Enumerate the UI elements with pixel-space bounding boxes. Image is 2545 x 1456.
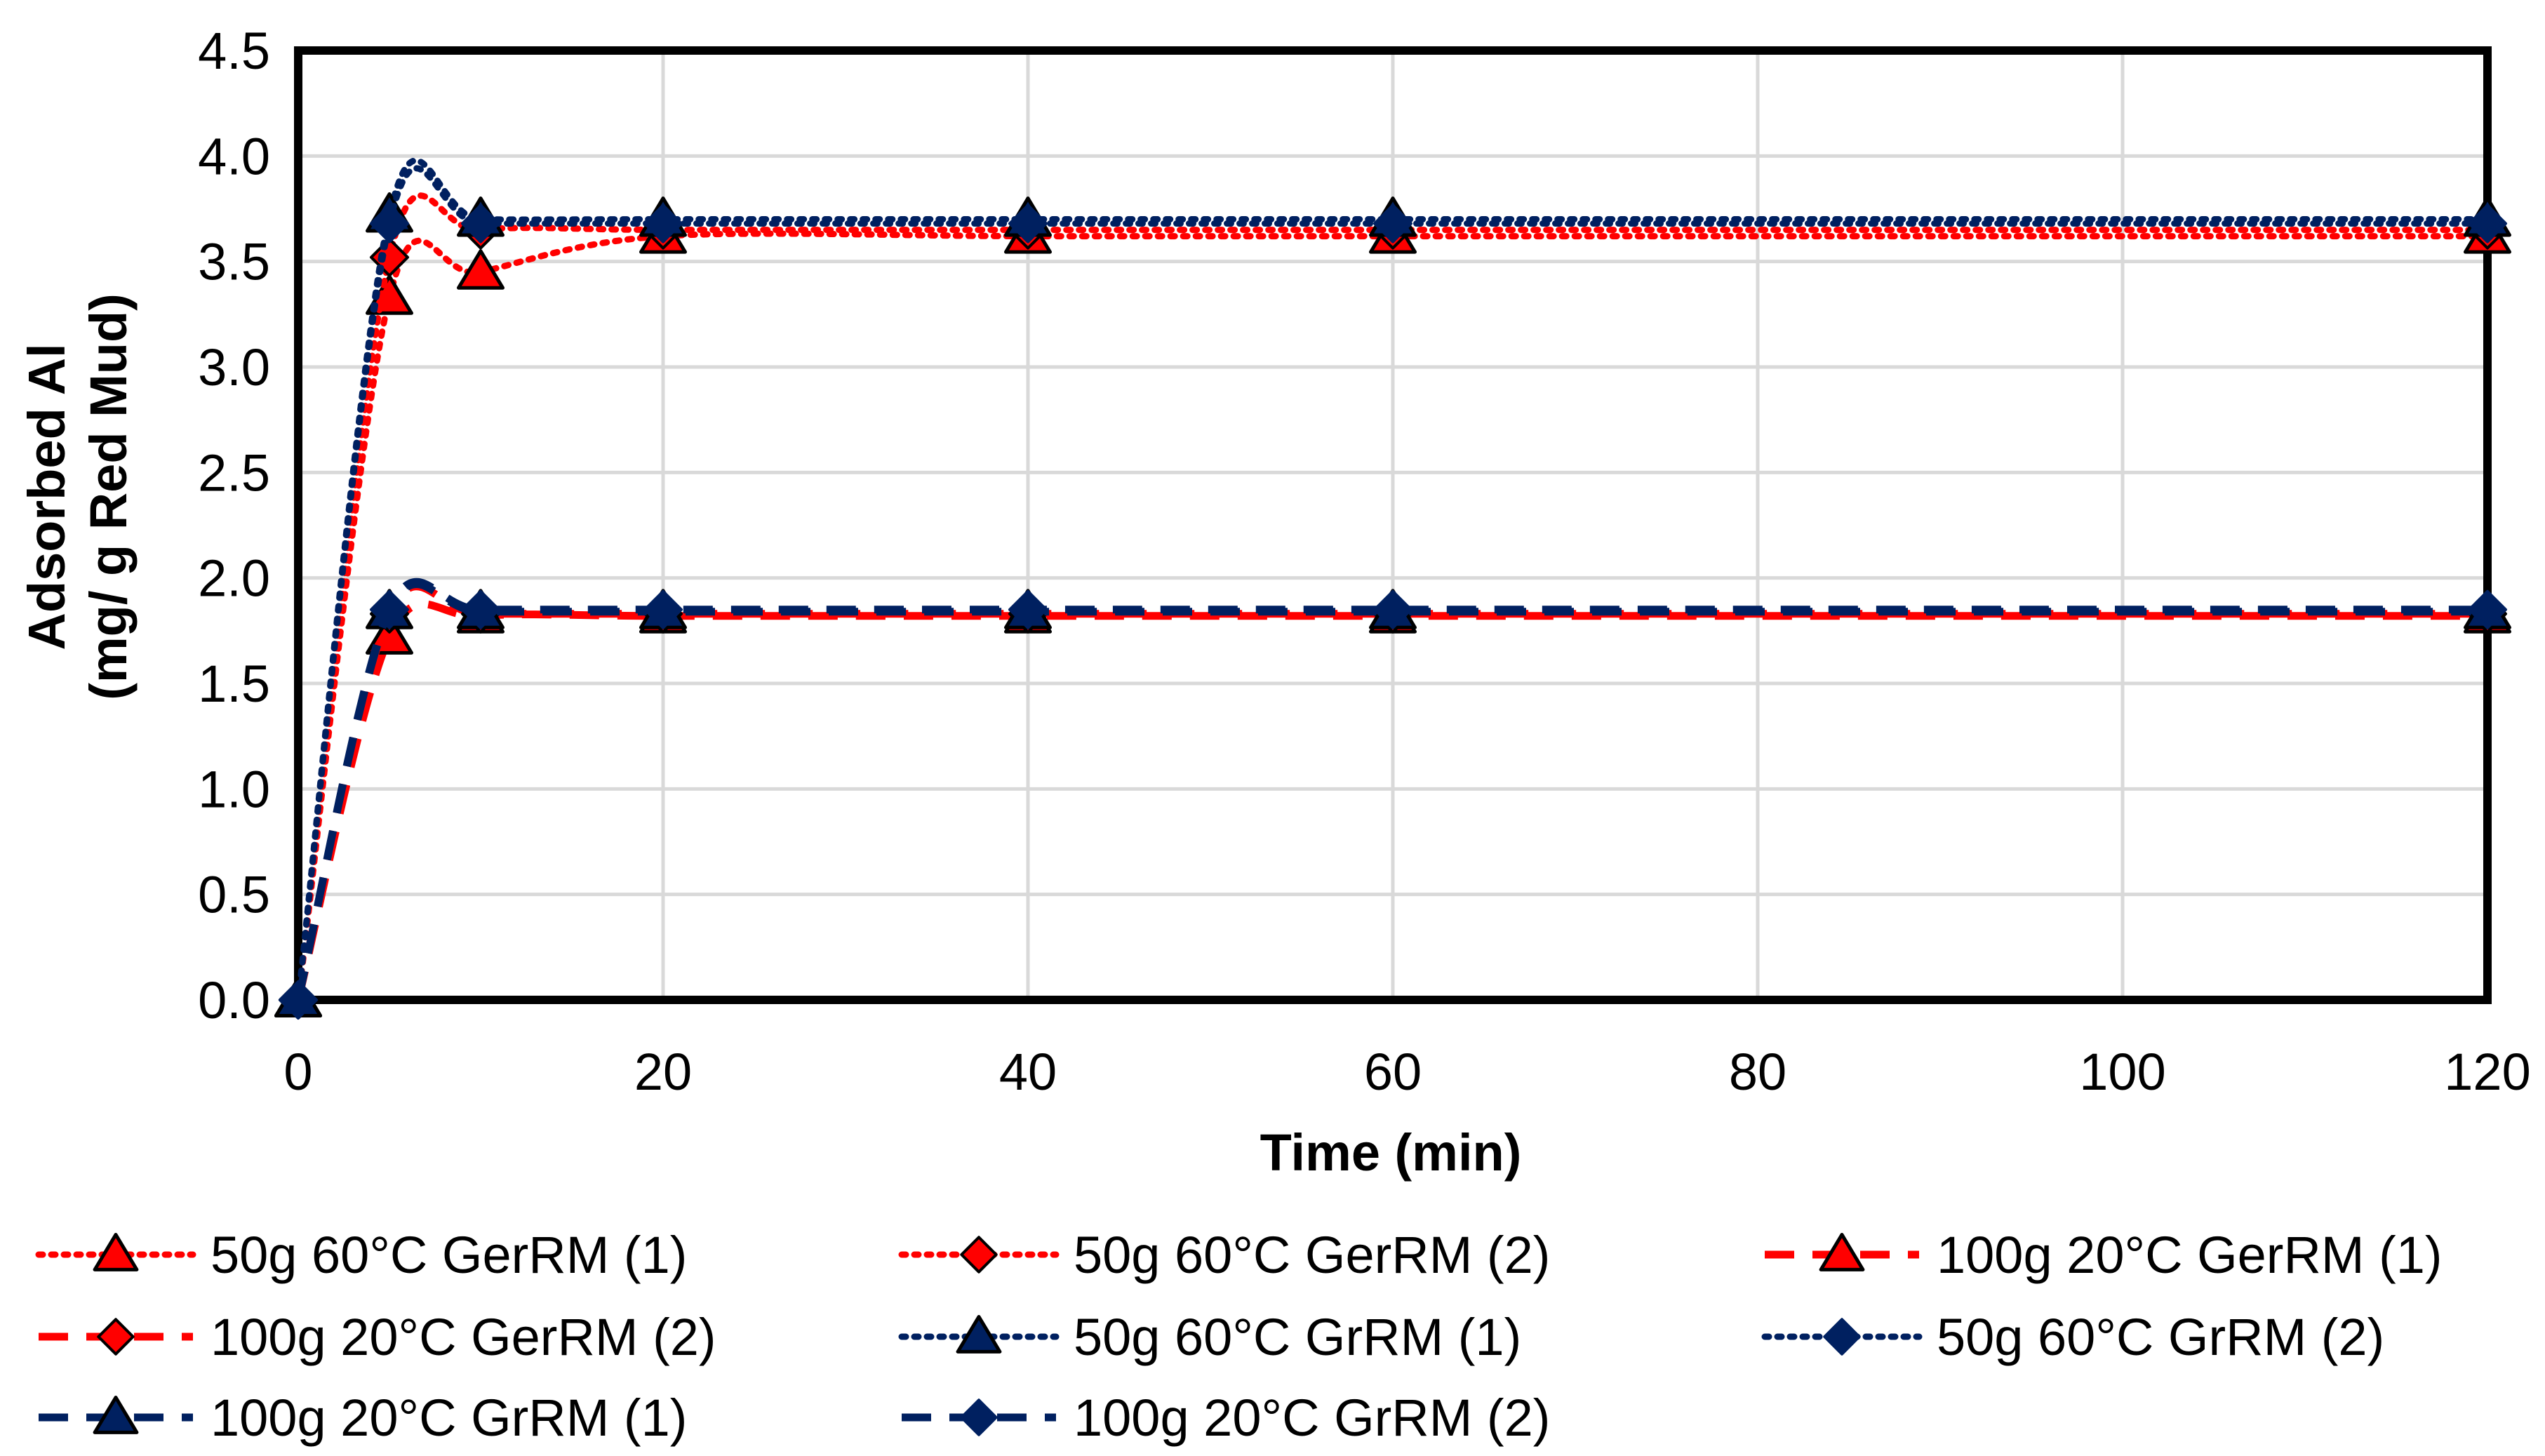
legend-item: 100g 20°C GrRM (1) [39,1389,687,1447]
y-tick-label: 1.0 [198,760,270,818]
legend-item: 50g 60°C GerRM (2) [898,1226,1550,1284]
legend-label: 100g 20°C GrRM (1) [211,1389,687,1447]
y-tick-label: 1.5 [198,655,270,713]
data-point-marker [2468,203,2507,243]
data-point-marker [457,249,505,290]
legend: 50g 60°C GerRM (1) 50g 60°C GerRM (2) 100g… [35,1226,2443,1447]
y-tick-label: 2.5 [198,443,270,502]
plot-frame [294,46,2492,1004]
series-8 [279,577,2507,1020]
data-point-marker [1373,203,1412,243]
data-point-marker [366,614,413,655]
legend-label: 50g 60°C GerRM (1) [211,1226,687,1284]
legend-item: 100g 20°C GerRM (1) [1765,1226,2443,1284]
legend-label: 100g 20°C GerRM (1) [1937,1226,2443,1284]
data-point-marker [370,589,409,629]
grid-lines [296,48,2490,1002]
legend-marker [960,1398,998,1436]
series-line [295,230,2491,1003]
axis-labels: Time (min) Adsorbed Al (mg/ g Red Mud) 0… [18,22,2531,1182]
legend-item: 50g 60°C GerRM (1) [35,1226,687,1284]
y-tick-label: 3.0 [198,338,270,396]
y-tick-label: 2.0 [198,549,270,608]
x-tick-label: 40 [999,1043,1057,1101]
y-axis-title-line1: Adsorbed Al [18,343,76,650]
x-tick-label: 100 [2079,1043,2165,1101]
y-tick-label: 3.5 [198,233,270,291]
y-tick-label: 0.5 [198,866,270,924]
data-point-marker [1008,203,1048,243]
series-layer [274,157,2511,1020]
legend-item: 100g 20°C GrRM (2) [902,1389,1550,1447]
legend-item: 50g 60°C GrRM (2) [1761,1308,2384,1366]
data-point-marker [279,980,318,1020]
data-point-marker [2468,589,2507,629]
data-point-marker [461,203,500,243]
legend-marker [97,1318,135,1356]
legend-label: 50g 60°C GrRM (1) [1074,1308,1521,1366]
legend-marker [956,1315,1002,1354]
data-point-marker [643,203,683,243]
data-point-marker [1373,589,1412,629]
legend-item: 100g 20°C GerRM (2) [39,1308,716,1366]
y-axis-title-line2: (mg/ g Red Mud) [79,293,138,700]
y-tick-label: 0.0 [198,971,270,1029]
x-tick-label: 60 [1364,1043,1422,1101]
legend-label: 50g 60°C GerRM (2) [1074,1226,1550,1284]
x-tick-label: 80 [1729,1043,1786,1101]
legend-label: 50g 60°C GrRM (2) [1937,1308,2384,1366]
x-tick-label: 20 [634,1043,692,1101]
x-tick-label: 0 [283,1043,312,1101]
legend-marker [1819,1233,1865,1271]
y-tick-label: 4.5 [198,22,270,80]
legend-item: 50g 60°C GrRM (1) [898,1308,1521,1366]
legend-label: 100g 20°C GerRM (2) [211,1308,716,1366]
data-point-marker [370,203,409,243]
legend-marker [1823,1318,1861,1356]
x-axis-title: Time (min) [1260,1123,1522,1182]
data-point-marker [643,589,683,629]
series-line [294,600,2487,1001]
plot-border [294,46,2492,1004]
series-line [295,165,2491,1003]
series-line [295,192,2491,1003]
data-point-marker [461,589,500,629]
y-tick-label: 4.0 [198,127,270,185]
legend-marker [93,1233,139,1271]
x-tick-label: 120 [2444,1043,2530,1101]
legend-label: 100g 20°C GrRM (2) [1074,1389,1550,1447]
legend-marker [960,1236,998,1274]
legend-marker [93,1396,139,1434]
data-point-marker [1008,589,1048,629]
